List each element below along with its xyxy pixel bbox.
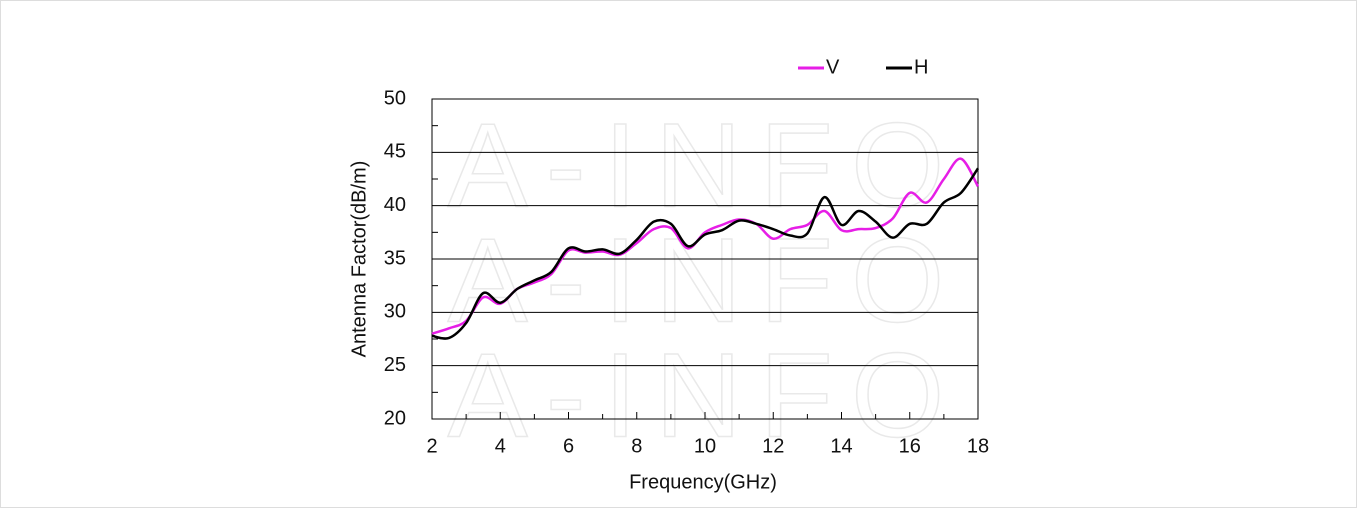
series-line: [431, 167, 980, 340]
y-axis-label: Antenna Factor(dB/m): [348, 161, 370, 358]
plot-border: [431, 98, 979, 420]
y-tick-label: 35: [384, 247, 406, 269]
x-axis-label: Frequency(GHz): [629, 471, 777, 493]
x-tick-label: 8: [631, 435, 642, 457]
x-tick-label: 18: [967, 435, 989, 457]
legend-label: V: [826, 56, 840, 78]
watermark: A-INFO: [448, 329, 963, 463]
x-tick-label: 10: [694, 435, 716, 457]
x-tick-label: 14: [830, 435, 852, 457]
watermark: A-INFO: [448, 214, 963, 348]
x-tick-label: 2: [426, 435, 437, 457]
y-tick-label: 20: [384, 407, 406, 429]
legend-label: H: [914, 56, 928, 78]
x-tick-label: 16: [899, 435, 921, 457]
y-tick-label: 25: [384, 354, 406, 376]
y-tick-label: 30: [384, 301, 406, 323]
y-tick-label: 45: [384, 141, 406, 163]
x-tick-label: 6: [563, 435, 574, 457]
x-tick-label: 12: [762, 435, 784, 457]
watermark: A-INFO: [448, 99, 963, 233]
x-tick-label: 4: [495, 435, 506, 457]
y-tick-label: 40: [384, 194, 406, 216]
y-tick-label: 50: [384, 87, 406, 109]
